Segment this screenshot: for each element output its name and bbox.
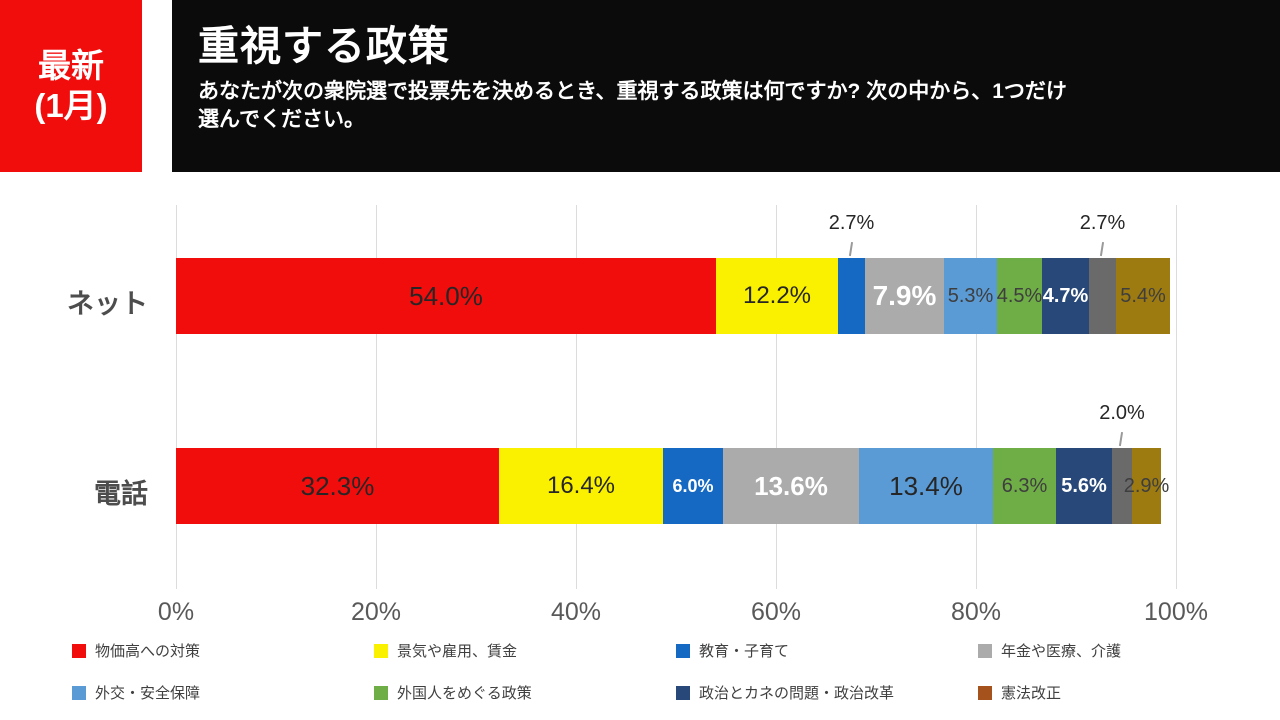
callout-leader-line	[848, 241, 853, 257]
page-title: 重視する政策	[198, 23, 450, 69]
legend-swatch	[676, 685, 690, 700]
callout-label: 2.7%	[828, 212, 875, 234]
bar-segment-label: 16.4%	[546, 472, 616, 499]
legend-swatch	[374, 643, 388, 658]
bar-segment-label: 7.9%	[872, 280, 937, 311]
category-label: 電話	[94, 479, 148, 509]
bar-segment-label: 5.4%	[1120, 284, 1166, 307]
x-axis-tick-label: 100%	[1144, 598, 1208, 626]
bar-segment: 5.6%	[1056, 448, 1112, 524]
callout-leader-line	[1099, 241, 1104, 257]
legend-item: 外国人をめぐる政策	[374, 682, 532, 703]
legend-swatch	[978, 643, 992, 658]
bar-segment: 6.3%	[993, 448, 1056, 524]
bar-segment: 4.5%	[997, 258, 1042, 334]
bar-segment-label: 5.6%	[1061, 474, 1107, 497]
bar-segment-label: 13.4%	[889, 470, 963, 501]
legend-item: 景気や雇用、賃金	[374, 640, 517, 661]
bar-segment-label: 12.2%	[742, 282, 812, 309]
legend-item: 憲法改正	[978, 682, 1061, 703]
bar-segment-label: 13.6%	[754, 470, 828, 501]
header: 重視する政策 あなたが次の衆院選で投票先を決めるとき、重視する政策は何ですか? …	[172, 0, 1280, 172]
legend-item: 政治とカネの問題・政治改革	[676, 682, 894, 703]
legend-swatch	[374, 685, 388, 700]
bar-segment	[838, 258, 865, 334]
survey-question-line1: あなたが次の衆院選で投票先を決めるとき、重視する政策は何ですか? 次の中から、1…	[198, 80, 1067, 104]
gridline	[576, 205, 577, 589]
x-axis-tick-label: 0%	[157, 598, 195, 626]
gridline	[976, 205, 977, 589]
legend-item-label: 外国人をめぐる政策	[397, 685, 532, 702]
bar-segment: 32.3%	[176, 448, 499, 524]
legend-swatch	[978, 685, 992, 700]
bar-segment-label: 32.3%	[300, 470, 375, 501]
bar-segment-label: 2.9%	[1123, 474, 1170, 497]
survey-question-line2: 選んでください。	[198, 108, 365, 132]
gridline	[776, 205, 777, 589]
bar-segment: 12.2%	[716, 258, 838, 334]
bar-segment: 13.6%	[723, 448, 859, 524]
legend-item: 外交・安全保障	[72, 682, 200, 703]
x-axis-tick-label: 20%	[350, 598, 402, 626]
bar-segment	[1112, 448, 1132, 524]
bar-segment: 54.0%	[176, 258, 716, 334]
legend-swatch	[676, 643, 690, 658]
bar-segment-label: 54.0%	[409, 280, 483, 311]
bar-segment: 4.7%	[1042, 258, 1089, 334]
gridline	[176, 205, 177, 589]
category-label: ネット	[67, 289, 148, 319]
bar-segment: 16.4%	[499, 448, 663, 524]
legend-swatch	[72, 643, 86, 658]
bar-segment-label: 5.3%	[947, 284, 994, 307]
x-axis-tick-label: 80%	[950, 598, 1002, 626]
legend-item-label: 年金や医療、介護	[1001, 643, 1122, 660]
badge-line2: (1月)	[34, 87, 108, 124]
bar-segment: 7.9%	[865, 258, 944, 334]
callout-label: 2.7%	[1079, 212, 1126, 234]
bar-segment: 2.9%	[1123, 448, 1170, 524]
legend-item: 物価高への対策	[72, 640, 200, 661]
bar-segment: 5.4%	[1116, 258, 1170, 334]
bar-segment: 13.4%	[859, 448, 993, 524]
bar-segment-label: 6.3%	[1001, 474, 1048, 497]
legend-item-label: 物価高への対策	[95, 643, 201, 660]
gridline	[1176, 205, 1177, 589]
x-axis-tick-label: 40%	[550, 598, 602, 626]
gridline	[376, 205, 377, 589]
bar-segment-label: 4.7%	[1042, 284, 1089, 307]
latest-month-badge: 最新 (1月)	[0, 0, 142, 172]
bar-segment-label: 4.5%	[996, 284, 1043, 307]
legend-item-label: 景気や雇用、賃金	[397, 643, 518, 660]
legend-item-label: 外交・安全保障	[95, 685, 201, 702]
legend-item-label: 教育・子育て	[699, 643, 790, 660]
legend-item-label: 憲法改正	[1001, 685, 1062, 702]
legend-item-label: 政治とカネの問題・政治改革	[699, 685, 895, 702]
survey-question: あなたが次の衆院選で投票先を決めるとき、重視する政策は何ですか? 次の中から、1…	[198, 78, 1250, 135]
bar-segment-label: 6.0%	[672, 475, 714, 496]
callout-label: 2.0%	[1099, 402, 1145, 424]
legend-item: 教育・子育て	[676, 640, 789, 661]
callout-leader-line	[1118, 431, 1123, 447]
x-axis-tick-label: 60%	[750, 598, 802, 626]
bar-segment	[1089, 258, 1116, 334]
bar-segment: 5.3%	[944, 258, 997, 334]
legend-swatch	[72, 685, 86, 700]
legend-item: 年金や医療、介護	[978, 640, 1121, 661]
bar-segment: 6.0%	[663, 448, 723, 524]
badge-line1: 最新	[38, 46, 104, 84]
